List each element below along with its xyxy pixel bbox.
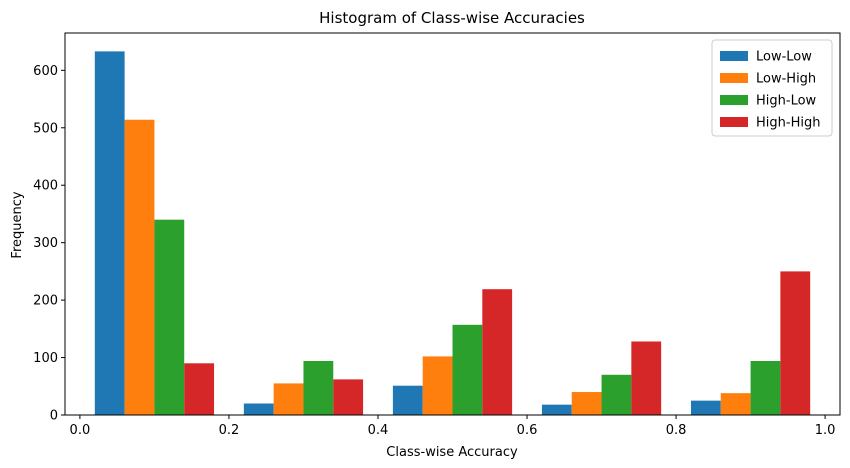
y-tick-label: 400 <box>33 179 58 194</box>
x-tick-label: 0.4 <box>368 423 389 438</box>
y-tick-label: 200 <box>33 294 58 309</box>
bar-high-low-bin-5 <box>750 361 781 415</box>
legend-label-high-high: High-High <box>756 116 820 131</box>
legend-swatch-low-high <box>720 73 748 83</box>
bar-high-low-bin-3 <box>452 324 483 415</box>
legend-label-low-high: Low-High <box>756 72 816 87</box>
bar-low-low-bin-4 <box>541 404 572 415</box>
y-axis-title: Frequency <box>10 191 25 258</box>
bar-high-high-bin-2 <box>333 379 364 415</box>
y-tick-label: 600 <box>33 64 58 79</box>
legend-swatch-high-low <box>720 95 748 105</box>
bar-high-high-bin-1 <box>184 363 215 415</box>
x-axis-title: Class-wise Accuracy <box>386 445 518 460</box>
legend-label-high-low: High-Low <box>756 94 817 109</box>
bar-high-low-bin-2 <box>303 361 334 415</box>
bar-high-high-bin-4 <box>631 341 662 415</box>
y-tick-label: 100 <box>33 351 58 366</box>
bar-low-low-bin-3 <box>392 385 423 415</box>
bars-group <box>94 51 811 415</box>
axes-frame <box>64 32 841 416</box>
legend-box <box>711 39 833 137</box>
x-tick-label: 0.2 <box>219 423 240 438</box>
y-tick-label: 0 <box>50 409 58 424</box>
bar-low-high-bin-2 <box>273 383 304 415</box>
x-tick-label: 0.8 <box>666 423 687 438</box>
x-axis: 0.0 0.2 0.4 0.6 0.8 1.0 <box>70 415 836 438</box>
bar-low-high-bin-5 <box>720 393 751 415</box>
y-tick-label: 500 <box>33 121 58 136</box>
y-tick-label: 300 <box>33 236 58 251</box>
bar-low-high-bin-4 <box>571 392 602 415</box>
x-tick-label: 1.0 <box>815 423 836 438</box>
bar-low-low-bin-5 <box>690 400 721 415</box>
bar-high-high-bin-3 <box>482 289 513 415</box>
bar-low-high-bin-3 <box>422 356 453 415</box>
legend-swatch-low-low <box>720 51 748 61</box>
bar-high-high-bin-5 <box>780 271 811 415</box>
x-tick-label: 0.0 <box>70 423 91 438</box>
legend-swatch-high-high <box>720 117 748 127</box>
chart-title: Histogram of Class-wise Accuracies <box>319 9 585 27</box>
bar-high-low-bin-4 <box>601 374 632 415</box>
legend-label-low-low: Low-Low <box>756 50 812 65</box>
bar-low-low-bin-1 <box>94 51 125 415</box>
legend: Low-Low Low-High High-Low High-High <box>711 39 833 137</box>
bar-high-low-bin-1 <box>154 219 185 415</box>
bar-low-high-bin-1 <box>124 119 155 415</box>
x-tick-label: 0.6 <box>517 423 538 438</box>
bar-low-low-bin-2 <box>243 403 274 415</box>
y-axis: 0 100 200 300 400 500 600 <box>33 64 65 424</box>
